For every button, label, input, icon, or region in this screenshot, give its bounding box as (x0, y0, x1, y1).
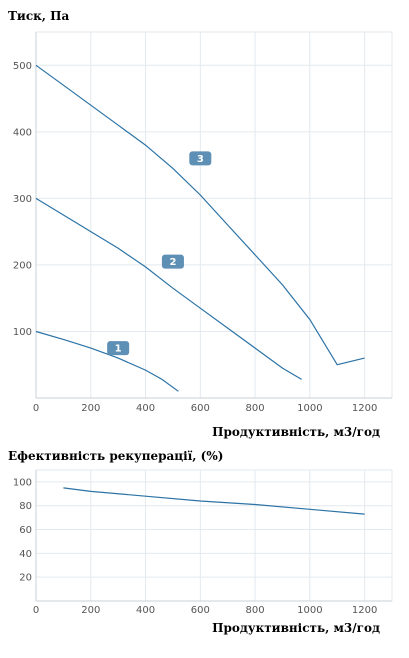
y-tick-label: 80 (19, 501, 32, 512)
x-tick-label: 1000 (297, 605, 322, 616)
y-tick-label: 100 (13, 327, 32, 338)
series-badge-1 (107, 341, 130, 356)
x-tick-label: 600 (191, 403, 210, 414)
x-axis-title: Продуктивність, м3/год (212, 621, 380, 635)
series-line-3 (35, 64, 365, 366)
y-tick-label: 200 (13, 260, 32, 271)
series-line-1 (35, 330, 179, 392)
series-badge-2 (161, 254, 184, 269)
efficiency-chart: 0 200 400 600 800 1000 1200 20 40 60 80 100 Ефективн… (8, 449, 393, 635)
series-label-3: 3 (197, 154, 204, 165)
x-tick-label: 600 (191, 605, 210, 616)
x-tick-label: 200 (81, 403, 100, 414)
y-axis-title: Тиск, Па (8, 9, 69, 23)
y-tick-label: 300 (13, 194, 32, 205)
series-badge-3 (189, 151, 212, 166)
y-tick-label: 100 (13, 477, 32, 488)
x-tick-label: 0 (33, 403, 39, 414)
x-tick-label: 1000 (297, 403, 322, 414)
series-label-2: 2 (169, 257, 176, 268)
x-tick-label: 1200 (352, 605, 377, 616)
x-tick-label: 1200 (352, 403, 377, 414)
y-tick-label: 20 (19, 573, 32, 584)
y-tick-label: 60 (19, 525, 32, 536)
pressure-chart: 0 200 400 600 800 1000 1200 100 200 300 400 500 Тиск… (8, 9, 393, 439)
y-axis-title: Ефективність рекуперації, (%) (8, 449, 223, 463)
x-tick-label: 200 (81, 605, 100, 616)
y-tick-label: 400 (13, 127, 32, 138)
y-tick-label: 500 (13, 61, 32, 72)
x-axis-title: Продуктивність, м3/год (212, 425, 380, 439)
x-tick-label: 400 (136, 605, 155, 616)
x-tick-label: 0 (33, 605, 39, 616)
y-tick-label: 40 (19, 549, 32, 560)
series-label-1: 1 (115, 344, 122, 355)
x-tick-label: 800 (246, 403, 265, 414)
series-line-2 (35, 197, 302, 380)
x-tick-label: 800 (246, 605, 265, 616)
x-tick-label: 400 (136, 403, 155, 414)
series-line (63, 487, 365, 515)
